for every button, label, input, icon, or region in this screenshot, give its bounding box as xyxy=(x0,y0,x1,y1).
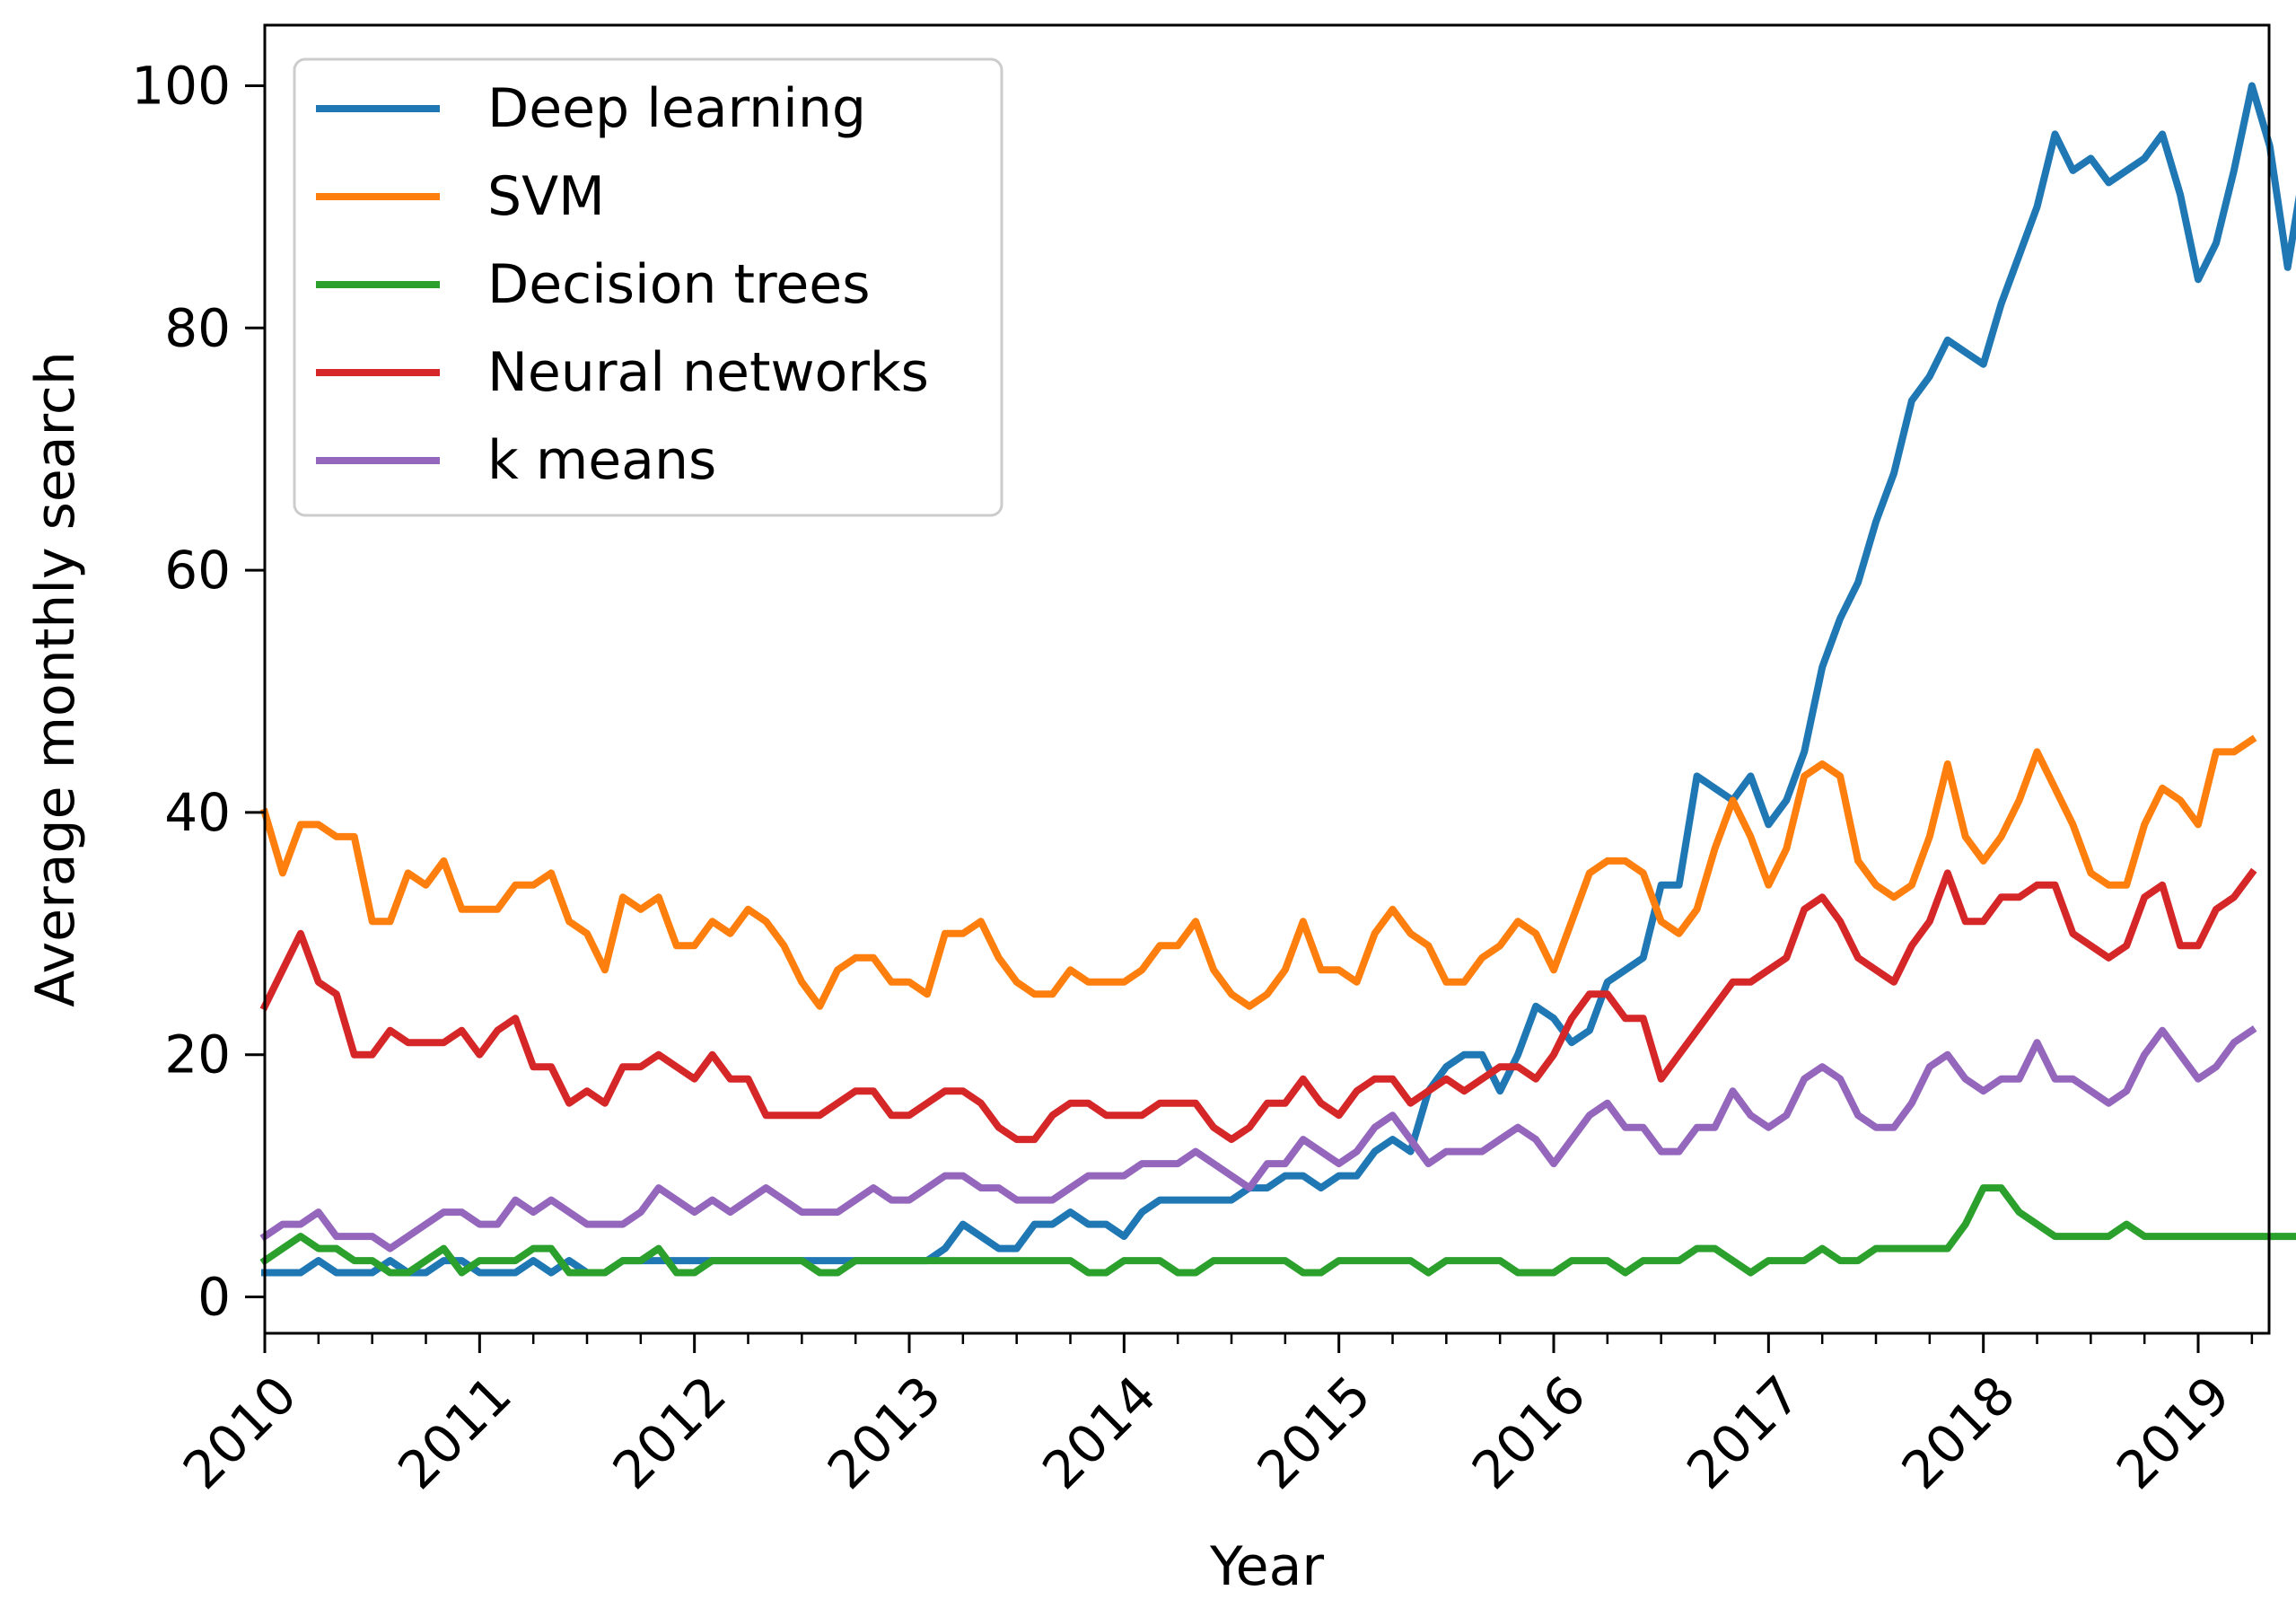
y-axis: 0 20 40 60 80 100 xyxy=(131,55,265,1328)
x-axis-title: Year xyxy=(1209,1535,1324,1598)
y-tick-label: 20 xyxy=(164,1024,231,1085)
y-tick-label: 80 xyxy=(164,297,231,358)
y-tick-label: 40 xyxy=(164,782,231,843)
legend-label: SVM xyxy=(487,165,605,228)
y-tick-label: 0 xyxy=(197,1267,231,1328)
series-line-svm xyxy=(260,734,2257,1010)
legend-box xyxy=(293,57,1003,517)
legend-label: Neural networks xyxy=(487,341,929,404)
legend-label: Deep learning xyxy=(487,77,866,140)
y-tick-label: 60 xyxy=(164,540,231,601)
y-tick-label: 100 xyxy=(131,55,231,116)
series-line-neural-networks xyxy=(259,867,2257,1144)
series-line-decision-trees xyxy=(259,1184,2296,1277)
legend-label: Decision trees xyxy=(487,253,870,316)
plot-frame xyxy=(263,23,2271,1335)
legend: Deep learning SVM Decision trees Neural net… xyxy=(293,57,1003,517)
legend-label: k means xyxy=(487,429,716,492)
plot-series xyxy=(259,82,2296,1277)
series-line-k-means xyxy=(259,1025,2257,1252)
y-axis-title: Average monthly search xyxy=(24,351,87,1007)
